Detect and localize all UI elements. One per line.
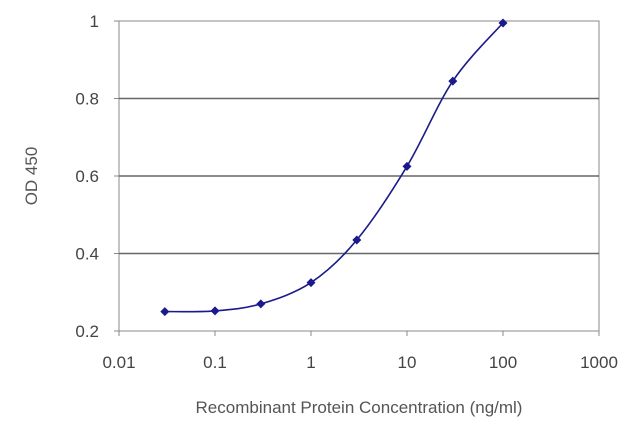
y-tick-label: 0.2 [75,322,99,341]
x-tick-label: 1 [306,353,315,372]
data-point [210,306,220,316]
y-tick-label: 0.6 [75,167,99,186]
data-point [448,76,458,86]
fit-curve [164,22,504,313]
data-point [306,278,316,288]
x-tick-label: 0.1 [203,353,227,372]
x-tick-label: 100 [489,353,517,372]
data-point [402,161,412,171]
x-axis-title: Recombinant Protein Concentration (ng/ml… [196,398,523,417]
y-tick-label: 0.8 [75,90,99,109]
data-point [352,235,362,245]
grid-lines [119,97,599,255]
x-tick-label: 0.01 [102,353,135,372]
y-tick-label: 0.4 [75,245,99,264]
y-axis-ticks: 0.2 0.4 0.6 0.8 1 [75,12,119,341]
y-tick-label: 1 [90,12,99,31]
x-axis-ticks: 0.01 0.1 1 10 100 1000 [102,331,618,372]
data-points [160,18,508,317]
y-axis-title: OD 450 [22,147,41,206]
data-point [256,299,266,309]
data-point [498,18,508,28]
data-point [160,307,170,317]
x-tick-label: 10 [398,353,417,372]
x-tick-label: 1000 [580,353,618,372]
